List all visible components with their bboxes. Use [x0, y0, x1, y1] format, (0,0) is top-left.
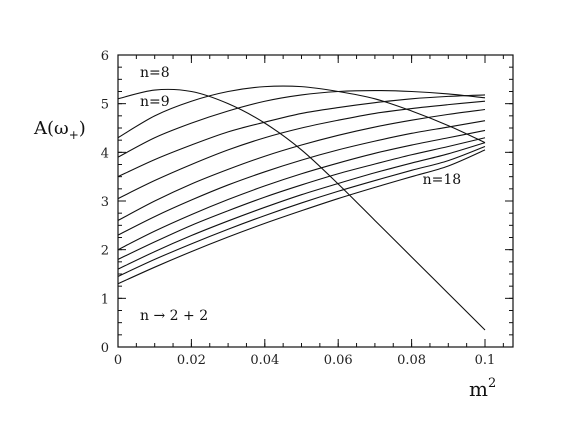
- x-tick-label: 0.02: [177, 353, 206, 368]
- series-line-5: [117, 100, 486, 200]
- series-line-12: [117, 149, 486, 285]
- annotation-label: n → 2 + 2: [140, 308, 208, 324]
- annotation-layer: n=8 n=9 n=18 n → 2 + 2: [140, 65, 461, 324]
- x-tick-label: 0.08: [397, 353, 426, 368]
- x-tick-label: 0: [114, 353, 122, 368]
- plot-area: 0 0.02 0.04 0.06 0.08 0.1 0 1 2 3 4 5 6: [101, 49, 514, 368]
- series-line-1: [117, 88, 486, 331]
- x-tick-label: 0.04: [250, 353, 279, 368]
- y-axis-title-sub: +: [69, 128, 79, 142]
- x-axis-title: m2: [469, 376, 496, 401]
- annotation-label: n=18: [423, 172, 462, 188]
- series-line-8: [117, 129, 486, 251]
- series-line-11: [117, 145, 486, 277]
- x-tick-label: 0.1: [475, 353, 496, 368]
- annotation-label: n=9: [140, 94, 170, 110]
- series-line-7: [117, 120, 486, 236]
- annotation-label: n=8: [140, 65, 170, 81]
- x-axis-title-sup: 2: [488, 376, 496, 391]
- y-tick-label: 0: [101, 341, 109, 356]
- series-line-9: [117, 137, 486, 260]
- plot-frame: [117, 54, 514, 348]
- x-axis-title-main: m: [469, 377, 488, 401]
- series-line-2: [117, 85, 486, 144]
- y-tick-label: 6: [101, 49, 109, 64]
- series-layer: [117, 85, 486, 331]
- series-line-6: [117, 108, 486, 221]
- y-axis-title: A(ω+): [33, 118, 86, 142]
- y-axis-title-close: ): [79, 118, 86, 139]
- y-tick-label: 4: [101, 146, 109, 161]
- series-line-4: [117, 94, 486, 178]
- y-tick-label: 5: [101, 98, 109, 113]
- y-tick-label: 2: [101, 244, 109, 259]
- x-tick-label: 0.06: [324, 353, 353, 368]
- y-tick-label: 3: [101, 195, 109, 210]
- series-line-3: [117, 89, 486, 158]
- y-axis-title-main: A(ω: [33, 118, 69, 139]
- series-line-10: [117, 142, 486, 270]
- y-tick-label: 1: [101, 292, 109, 307]
